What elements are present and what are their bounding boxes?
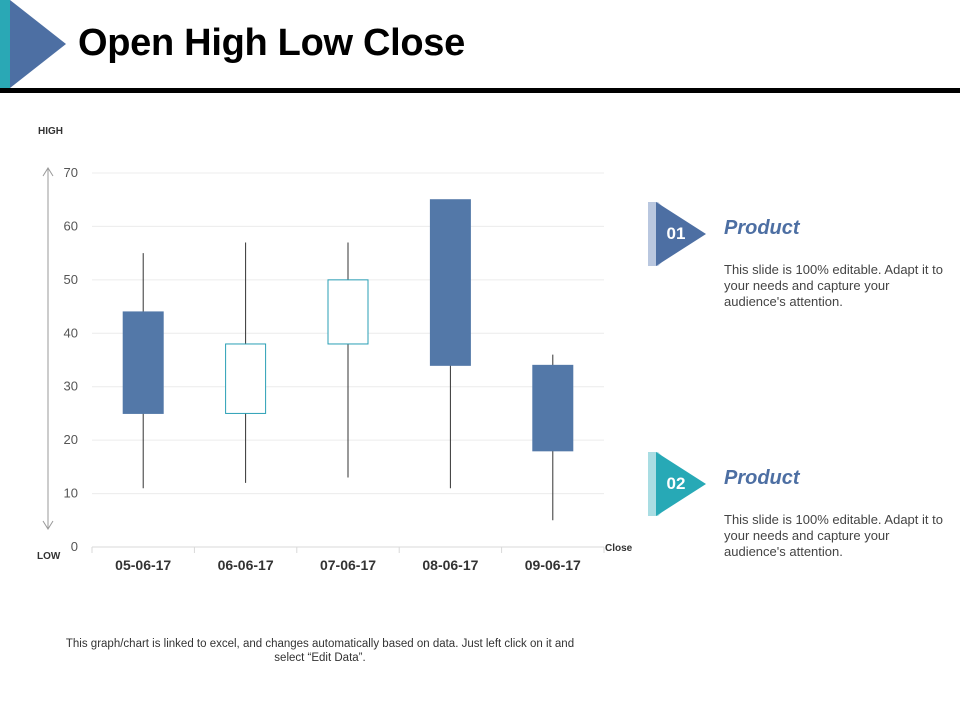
card-2-description: This slide is 100% editable. Adapt it to…: [724, 512, 943, 559]
card-1-description: This slide is 100% editable. Adapt it to…: [724, 262, 943, 309]
y-tick-label: 10: [64, 486, 78, 501]
x-tick-label: 09-06-17: [525, 557, 581, 573]
y-top-label: HIGH: [38, 126, 63, 137]
candle-body: [225, 343, 267, 414]
y-bottom-label: LOW: [37, 551, 61, 562]
title-triangle-icon: [0, 0, 66, 88]
card-1-number: 01: [666, 224, 686, 243]
candle-body: [429, 199, 471, 366]
y-tick-label: 0: [71, 539, 78, 554]
x-tick-label: 06-06-17: [218, 557, 274, 573]
x-end-label: Close: [605, 543, 633, 554]
x-tick-label: 07-06-17: [320, 557, 376, 573]
card-1-arrow-icon: [648, 202, 706, 266]
candle-body: [327, 279, 369, 345]
x-tick-label: 05-06-17: [115, 557, 171, 573]
y-tick-label: 70: [64, 165, 78, 180]
candle-body: [122, 311, 164, 414]
title-bar: Open High Low Close: [0, 0, 960, 94]
product-card-2: 02 Product This slide is 100% editable. …: [648, 450, 948, 580]
arrow-up-icon: [42, 167, 54, 177]
card-2-title: Product: [724, 467, 800, 489]
arrow-down-icon: [42, 520, 54, 530]
card-2-arrow-icon: [648, 452, 706, 516]
x-tick-label: 08-06-17: [422, 557, 478, 573]
y-tick-label: 20: [64, 432, 78, 447]
card-2-number: 02: [666, 474, 686, 493]
candlestick-chart: 0 10 20 30 40 50 60 70 HIGH LOW Close 05-06-17 06-06…: [37, 126, 633, 573]
product-card-1: 01 Product This slide is 100% editable. …: [648, 200, 948, 330]
page-title: Open High Low Close: [78, 22, 465, 64]
candle-body: [532, 364, 574, 452]
y-tick-label: 60: [64, 218, 78, 233]
chart-footnote: This graph/chart is linked to excel, and…: [65, 638, 575, 664]
y-tick-label: 40: [64, 325, 78, 340]
title-divider: [0, 88, 960, 93]
card-1-title: Product: [724, 217, 800, 239]
y-tick-label: 30: [64, 379, 78, 394]
y-tick-label: 50: [64, 272, 78, 287]
